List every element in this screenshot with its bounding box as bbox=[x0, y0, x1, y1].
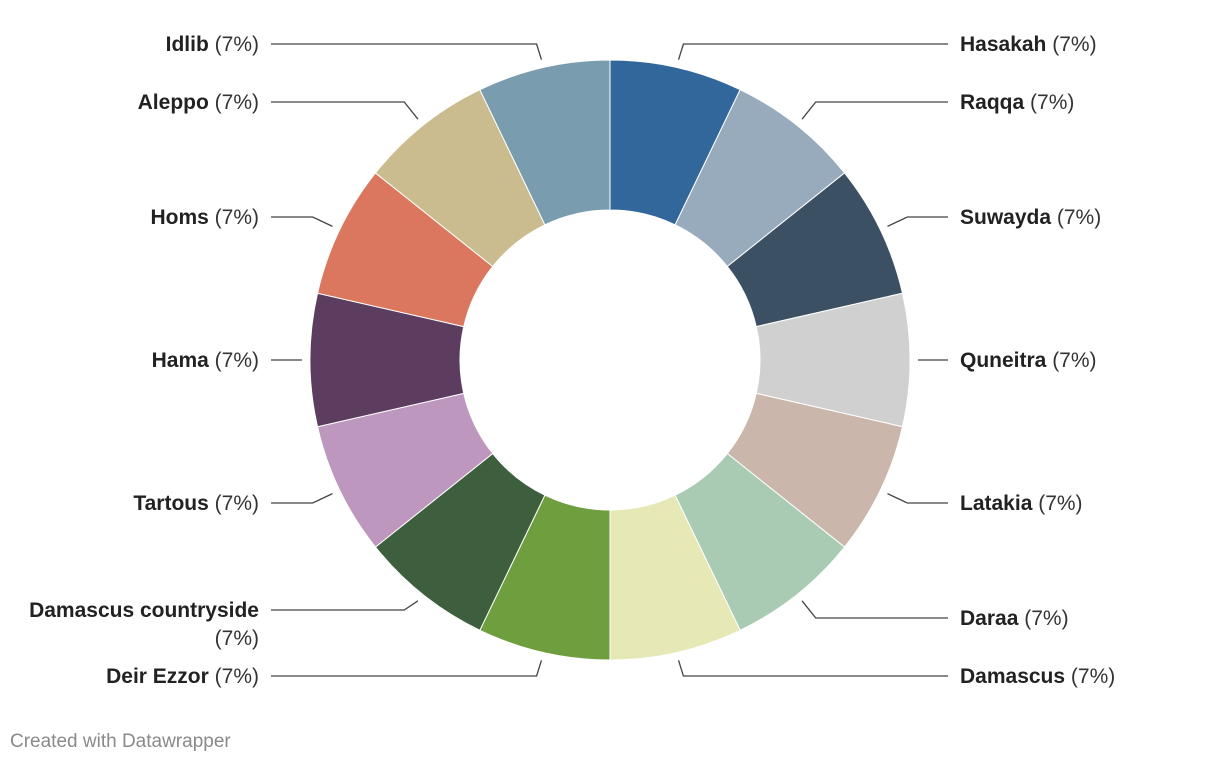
value-label: (7%) bbox=[209, 91, 259, 114]
label-latakia: Latakia (7%) bbox=[960, 492, 1083, 515]
label-damascus: Damascus (7%) bbox=[960, 665, 1115, 688]
label-deir-ezzor: Deir Ezzor (7%) bbox=[106, 665, 259, 688]
label-aleppo: Aleppo (7%) bbox=[138, 91, 259, 114]
label-quneitra: Quneitra (7%) bbox=[960, 349, 1097, 372]
value-label: (7%) bbox=[209, 33, 259, 56]
value-label: (7%) bbox=[1018, 607, 1068, 630]
leader-line-homs bbox=[271, 216, 333, 227]
leader-line-idlib bbox=[271, 43, 543, 60]
category-name: Quneitra bbox=[960, 349, 1047, 372]
category-name: Hasakah bbox=[960, 33, 1046, 56]
category-name: Raqqa bbox=[960, 91, 1025, 114]
value-label: (7%) bbox=[1065, 665, 1115, 688]
leaders-group bbox=[271, 43, 948, 677]
label-homs: Homs (7%) bbox=[150, 206, 259, 229]
label-tartous: Tartous (7%) bbox=[133, 492, 259, 515]
value-label: (7%) bbox=[209, 492, 259, 515]
labels-group: Hasakah (7%)Raqqa (7%)Suwayda (7%)Quneit… bbox=[29, 33, 1115, 688]
label-daraa: Daraa (7%) bbox=[960, 607, 1069, 630]
label-idlib: Idlib (7%) bbox=[166, 33, 259, 56]
category-name: Hama bbox=[152, 349, 210, 372]
leader-line-suwayda bbox=[887, 216, 948, 227]
category-name: Idlib bbox=[166, 33, 209, 56]
category-name: Homs bbox=[150, 206, 208, 229]
leader-line-tartous bbox=[271, 493, 333, 504]
value-label: (7%) bbox=[1046, 33, 1096, 56]
value-label: (7%) bbox=[209, 206, 259, 229]
label-hasakah: Hasakah (7%) bbox=[960, 33, 1097, 56]
value-label: (7%) bbox=[215, 627, 259, 650]
category-name: Suwayda bbox=[960, 206, 1051, 229]
leader-line-hasakah bbox=[677, 43, 948, 60]
category-name: Damascus countryside bbox=[29, 599, 259, 622]
value-label: (7%) bbox=[1024, 91, 1074, 114]
category-name: Deir Ezzor bbox=[106, 665, 209, 688]
leader-line-damascus bbox=[677, 660, 948, 677]
leader-line-aleppo bbox=[271, 101, 419, 120]
leader-line-deir-ezzor bbox=[271, 660, 543, 677]
value-label: (7%) bbox=[1051, 206, 1101, 229]
value-label: (7%) bbox=[1032, 492, 1082, 515]
slice-idlib[interactable] bbox=[479, 59, 611, 226]
label-damascus-countryside: Damascus countryside (7%) bbox=[29, 599, 259, 650]
leader-line-damascus-countryside bbox=[271, 600, 419, 611]
leader-line-latakia bbox=[887, 493, 948, 504]
category-name: Damascus bbox=[960, 665, 1065, 688]
slices-group bbox=[309, 59, 911, 661]
label-hama: Hama (7%) bbox=[152, 349, 259, 372]
leader-line-daraa bbox=[801, 600, 948, 619]
value-label: (7%) bbox=[1046, 349, 1096, 372]
value-label: (7%) bbox=[209, 665, 259, 688]
credit-text: Created with Datawrapper bbox=[10, 731, 231, 752]
value-label: (7%) bbox=[209, 349, 259, 372]
label-suwayda: Suwayda (7%) bbox=[960, 206, 1101, 229]
leader-line-raqqa bbox=[801, 101, 948, 120]
category-name: Daraa bbox=[960, 607, 1019, 630]
label-raqqa: Raqqa (7%) bbox=[960, 91, 1074, 114]
category-name: Latakia bbox=[960, 492, 1033, 515]
category-name: Tartous bbox=[133, 492, 208, 515]
category-name: Aleppo bbox=[138, 91, 209, 114]
